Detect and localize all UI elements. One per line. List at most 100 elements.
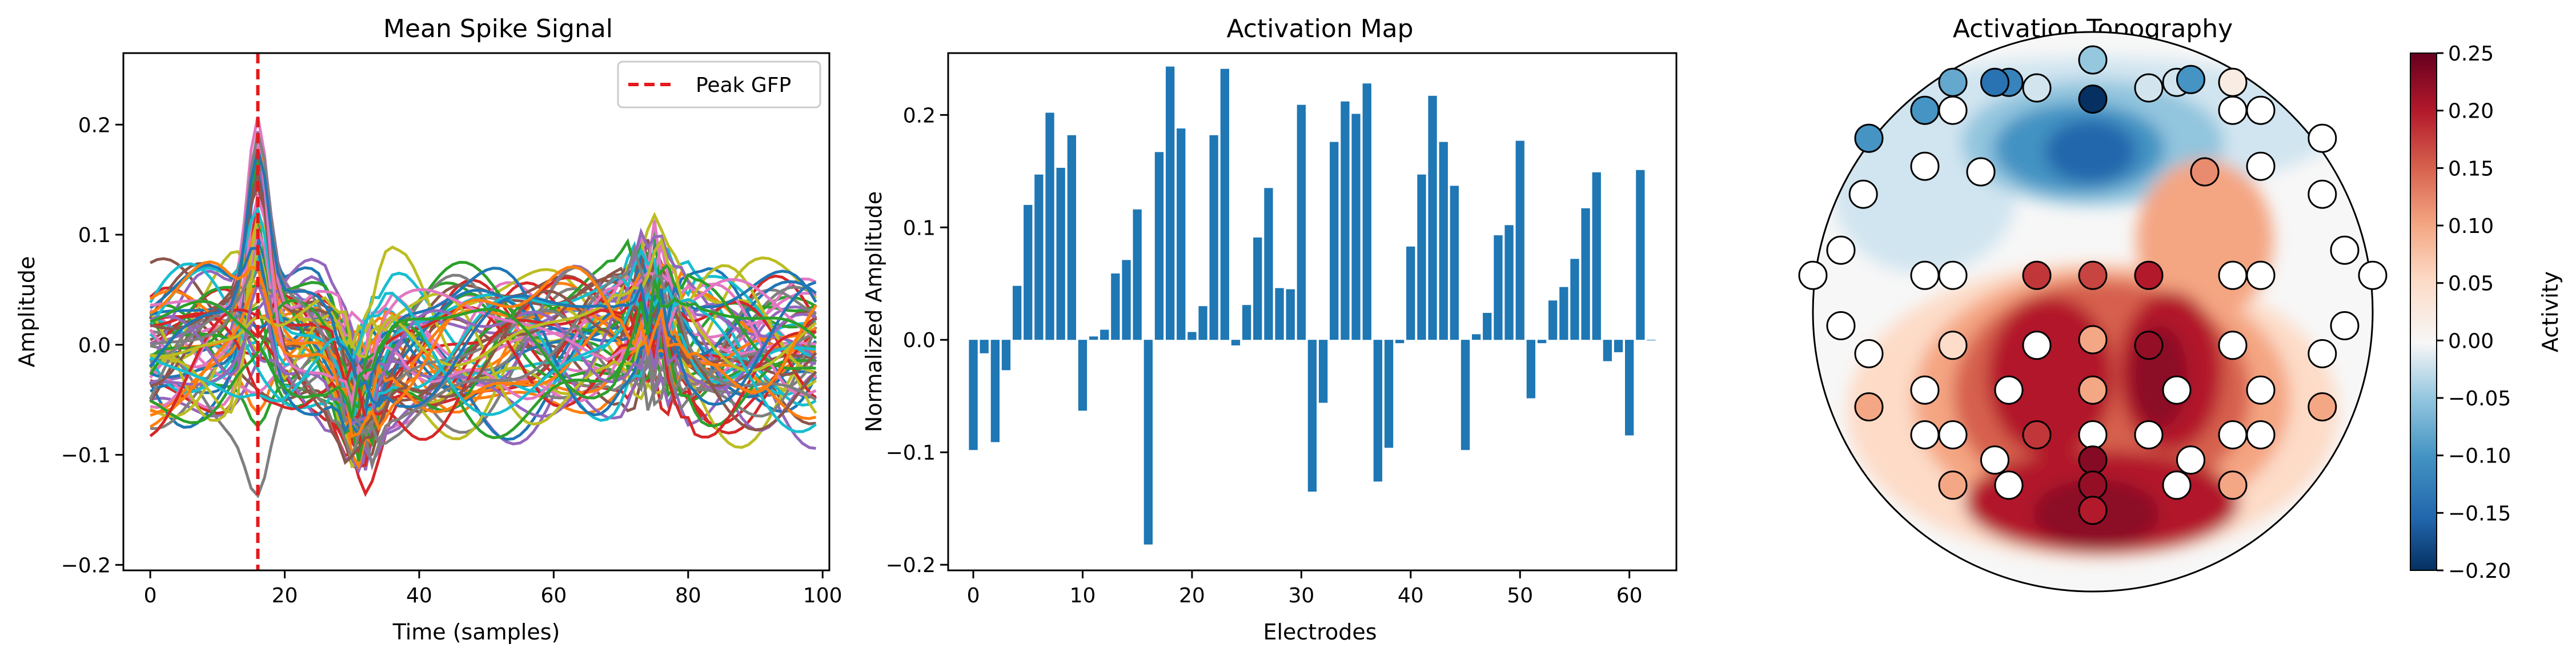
bar <box>1001 340 1011 371</box>
signal-x-tick-label: 20 <box>272 584 298 607</box>
bar <box>1417 174 1426 340</box>
bar-x-ticks: 0 10 20 30 40 50 60 <box>967 570 1643 607</box>
electrode-marker <box>1854 392 1884 422</box>
bar <box>1034 174 1044 340</box>
signal-ylabel: Amplitude <box>14 256 39 368</box>
bar <box>1089 336 1098 340</box>
bar <box>1570 259 1579 340</box>
bar <box>1483 313 1492 340</box>
bar-x-tick-label: 20 <box>1179 584 1205 607</box>
bar-y-ticks: −0.2 −0.1 0.0 0.1 0.2 <box>886 104 948 577</box>
electrode-marker <box>2134 420 2164 450</box>
bar <box>1373 340 1382 482</box>
bar-x-tick-label: 60 <box>1616 584 1643 607</box>
signal-y-tick-label: −0.2 <box>61 554 111 577</box>
electrode-marker <box>2022 73 2052 103</box>
bar <box>1045 112 1054 340</box>
signal-x-tick-label: 80 <box>675 584 701 607</box>
bar-panel: Activation Map 0 10 20 30 40 50 60 −0.2 −0.1 0.0… <box>861 14 1678 645</box>
electrode-marker <box>2218 331 2248 360</box>
signal-series-line <box>150 170 817 465</box>
bar <box>1351 114 1361 340</box>
electrode-marker <box>1938 67 1968 97</box>
signal-y-tick-label: 0.1 <box>78 224 111 247</box>
colorbar-tick-label: 0.20 <box>2448 100 2494 123</box>
electrode-marker <box>1980 445 2009 475</box>
bar <box>1439 142 1448 340</box>
bar-x-tick-label: 10 <box>1070 584 1096 607</box>
electrode-marker <box>2218 95 2248 125</box>
electrode-marker <box>2308 179 2337 209</box>
bar <box>1111 273 1120 340</box>
bar <box>1319 340 1328 403</box>
bar-xlabel: Electrodes <box>1263 619 1377 645</box>
electrode-marker <box>1910 95 1940 125</box>
signal-series-line <box>150 116 817 409</box>
signal-series-line <box>149 149 817 409</box>
electrode-marker <box>2246 420 2276 450</box>
electrode-marker <box>1910 420 1940 450</box>
signal-y-ticks: −0.2 −0.1 0.0 0.1 0.2 <box>61 114 123 577</box>
bar <box>1395 340 1405 344</box>
bar <box>990 340 1000 442</box>
colorbar-label: Activity <box>2538 271 2563 352</box>
bar <box>1154 152 1164 340</box>
bar-y-tick-label: −0.2 <box>886 554 936 577</box>
electrode-marker <box>2134 331 2164 360</box>
bar <box>1548 300 1558 340</box>
bar <box>1581 208 1590 340</box>
electrode-marker <box>1938 331 1968 360</box>
electrode-marker <box>2308 339 2337 368</box>
signal-series-group <box>149 116 817 498</box>
electrode-marker <box>2246 375 2276 405</box>
electrode-marker <box>2134 260 2164 290</box>
signal-x-tick-label: 40 <box>406 584 432 607</box>
bar <box>1330 142 1339 340</box>
signal-xlabel: Time (samples) <box>392 619 560 645</box>
electrode-marker <box>1854 339 1884 368</box>
signal-y-tick-label: 0.2 <box>78 114 111 137</box>
signal-series-line <box>150 132 817 448</box>
electrode-marker <box>2246 95 2276 125</box>
bar <box>1133 209 1142 340</box>
bar <box>1078 340 1088 411</box>
electrode-marker <box>2330 235 2360 265</box>
signal-series-line <box>149 246 817 434</box>
electrode-marker <box>1848 179 1878 209</box>
bar <box>1428 95 1437 340</box>
signal-series-line <box>149 285 817 433</box>
electrode-marker <box>2078 84 2108 114</box>
bar <box>1603 340 1612 361</box>
bar <box>1614 340 1623 352</box>
colorbar-tick-label: −0.20 <box>2448 560 2511 583</box>
electrode-marker <box>2218 260 2248 290</box>
bar <box>1494 235 1503 340</box>
colorbar-tick-label: 0.15 <box>2448 157 2494 180</box>
colorbar-tick-label: 0.25 <box>2448 42 2494 66</box>
bar <box>1625 340 1634 436</box>
signal-x-tick-label: 60 <box>540 584 567 607</box>
colorbar <box>2410 53 2437 571</box>
bar-y-tick-label: 0.0 <box>903 329 936 352</box>
bar <box>1515 140 1524 340</box>
electrode-marker <box>1994 470 2024 500</box>
signal-x-tick-label: 100 <box>803 584 842 607</box>
colorbar-tick-label: 0.00 <box>2448 329 2494 353</box>
electrode-marker <box>1938 95 1968 125</box>
bar <box>1231 340 1241 345</box>
electrode-marker <box>2078 470 2108 500</box>
bar <box>1592 172 1601 340</box>
electrode-marker <box>2246 151 2276 181</box>
electrode-marker <box>2078 260 2108 290</box>
electrode-marker <box>1966 157 1996 187</box>
electrode-marker <box>2078 420 2108 450</box>
legend-peak-label: Peak GFP <box>696 74 791 97</box>
signal-panel: Mean Spike Signal 0 20 40 60 80 100 −0.2 −0.1 0… <box>14 14 842 645</box>
bar <box>1362 83 1371 340</box>
electrode-marker <box>1798 260 1828 290</box>
bar <box>1559 287 1568 340</box>
bar-axes-frame <box>947 52 1678 572</box>
bar-ylabel: Normalized Amplitude <box>861 191 886 432</box>
electrode-marker <box>2358 260 2388 290</box>
